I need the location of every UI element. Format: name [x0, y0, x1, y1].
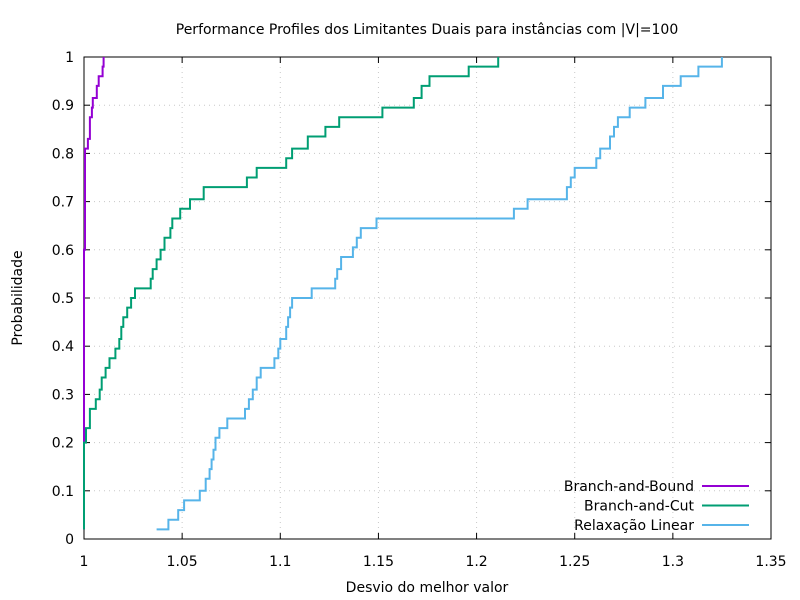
y-tick-label: 1: [65, 50, 74, 66]
series-line-branch-and-cut: [83, 57, 500, 530]
x-tick-label: 1: [80, 554, 89, 570]
legend-label: Branch-and-Bound: [564, 479, 694, 495]
x-tick-label: 1.35: [755, 554, 786, 570]
series-line-branch-and-bound: [83, 57, 105, 530]
chart-title: Performance Profiles dos Limitantes Duai…: [176, 22, 678, 38]
axis-ticks: 1 1.05 1.1 1.15 1.2 1.25 1.3 1.35 0 0.1 0.2 0.3 0.4 0…: [52, 50, 787, 570]
y-tick-label: 0.9: [52, 98, 74, 114]
x-tick-label: 1.15: [363, 554, 394, 570]
x-tick-label: 1.3: [662, 554, 684, 570]
y-tick-label: 0.3: [52, 387, 74, 403]
x-tick-label: 1.1: [269, 554, 291, 570]
legend-label: Branch-and-Cut: [584, 499, 694, 515]
x-tick-label: 1.05: [167, 554, 198, 570]
x-tick-label: 1.2: [465, 554, 487, 570]
x-tick-label: 1.25: [559, 554, 590, 570]
y-tick-label: 0.8: [52, 146, 74, 162]
legend-label: Relaxação Linear: [574, 518, 694, 534]
series-line-relaxa-o-linear: [156, 57, 723, 531]
grid: [84, 57, 771, 539]
y-tick-label: 0.6: [52, 243, 74, 259]
y-tick-label: 0.5: [52, 291, 74, 307]
y-tick-label: 0: [65, 532, 74, 548]
y-tick-label: 0.7: [52, 195, 74, 211]
y-axis-label: Probabilidade: [10, 250, 26, 345]
y-tick-label: 0.1: [52, 484, 74, 500]
series-lines: [83, 57, 723, 531]
y-tick-label: 0.4: [52, 339, 74, 355]
x-axis-label: Desvio do melhor valor: [346, 580, 509, 596]
legend: Branch-and-Bound Branch-and-Cut Relaxação …: [564, 479, 749, 534]
y-tick-label: 0.2: [52, 436, 74, 452]
